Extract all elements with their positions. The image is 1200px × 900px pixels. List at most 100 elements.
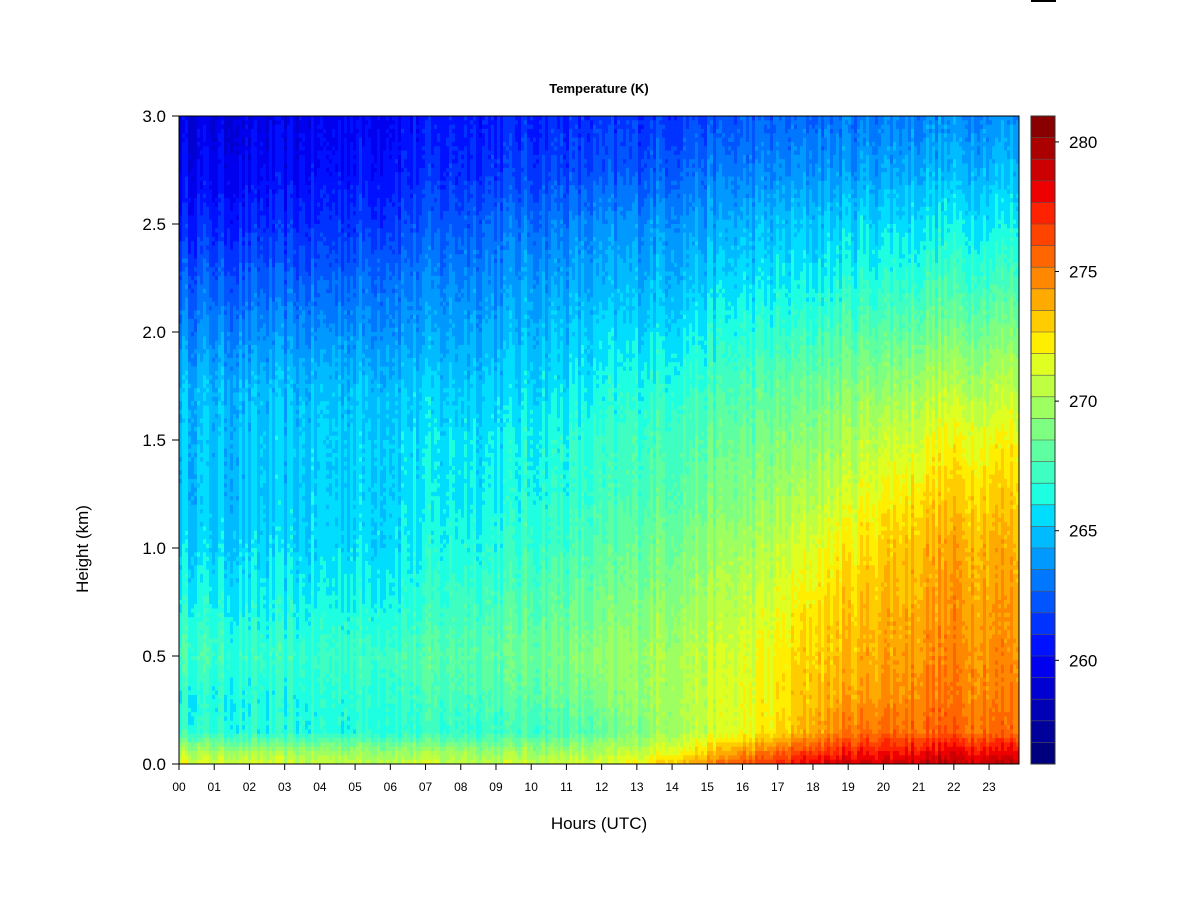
heatmap-cell (278, 198, 281, 203)
heatmap-cell (245, 695, 248, 700)
heatmap-cell (236, 695, 239, 700)
heatmap-cell (191, 237, 194, 242)
heatmap-cell (224, 634, 227, 639)
heatmap-cell (200, 423, 203, 428)
heatmap-cell (260, 289, 263, 294)
heatmap-cell (182, 384, 185, 389)
heatmap-cell (188, 276, 191, 281)
heatmap-cell (257, 215, 260, 220)
heatmap-cell (242, 151, 245, 156)
heatmap-cell (194, 168, 197, 173)
heatmap-cell (200, 634, 203, 639)
heatmap-cell (239, 375, 242, 380)
heatmap-cell (245, 202, 248, 207)
heatmap-cell (203, 397, 206, 402)
heatmap-cell (224, 116, 227, 121)
heatmap-cell (194, 129, 197, 134)
heatmap-cell (254, 488, 257, 493)
heatmap-cell (218, 155, 221, 160)
heatmap-cell (230, 354, 233, 359)
heatmap-cell (182, 414, 185, 419)
heatmap-cell (212, 362, 215, 367)
heatmap-cell (230, 453, 233, 458)
heatmap-cell (218, 233, 221, 238)
heatmap-cell (191, 591, 194, 596)
heatmap-cell (242, 544, 245, 549)
heatmap-cell (260, 392, 263, 397)
heatmap-cell (197, 500, 200, 505)
heatmap-cell (239, 125, 242, 130)
heatmap-cell (245, 449, 248, 454)
heatmap-cell (185, 583, 188, 588)
heatmap-cell (251, 306, 254, 311)
heatmap-cell (224, 233, 227, 238)
heatmap-cell (245, 246, 248, 251)
heatmap-cell (221, 725, 224, 730)
heatmap-cell (188, 513, 191, 518)
heatmap-cell (224, 211, 227, 216)
heatmap-cell (185, 341, 188, 346)
heatmap-cell (194, 159, 197, 164)
heatmap-cell (233, 159, 236, 164)
heatmap-cell (209, 185, 212, 190)
heatmap-cell (200, 129, 203, 134)
heatmap-cell (233, 470, 236, 475)
heatmap-cell (206, 155, 209, 160)
heatmap-cell (194, 721, 197, 726)
heatmap-cell (260, 189, 263, 194)
heatmap-cell (215, 159, 218, 164)
heatmap-cell (200, 479, 203, 484)
heatmap-cell (185, 164, 188, 169)
heatmap-cell (209, 682, 212, 687)
heatmap-cell (230, 276, 233, 281)
heatmap-cell (227, 418, 230, 423)
heatmap-cell (254, 220, 257, 225)
heatmap-cell (254, 483, 257, 488)
heatmap-cell (182, 129, 185, 134)
heatmap-cell (260, 548, 263, 553)
heatmap-cell (260, 202, 263, 207)
heatmap-cell (224, 673, 227, 678)
heatmap-cell (179, 552, 182, 557)
heatmap-cell (188, 315, 191, 320)
heatmap-cell (209, 297, 212, 302)
heatmap-cell (197, 492, 200, 497)
heatmap-cell (182, 228, 185, 233)
heatmap-cell (233, 617, 236, 622)
heatmap-cell (194, 138, 197, 143)
heatmap-cell (203, 129, 206, 134)
heatmap-cell (236, 388, 239, 393)
heatmap-cell (275, 561, 278, 566)
heatmap-cell (272, 531, 275, 536)
heatmap-cell (227, 453, 230, 458)
heatmap-cell (272, 181, 275, 186)
heatmap-cell (188, 539, 191, 544)
heatmap-cell (230, 194, 233, 199)
heatmap-cell (197, 647, 200, 652)
heatmap-cell (269, 526, 272, 531)
heatmap-cell (224, 367, 227, 372)
heatmap-cell (272, 755, 275, 760)
heatmap-cell (269, 289, 272, 294)
heatmap-cell (245, 181, 248, 186)
heatmap-cell (209, 133, 212, 138)
heatmap-cell (266, 531, 269, 536)
heatmap-cell (224, 345, 227, 350)
heatmap-cell (206, 392, 209, 397)
heatmap-cell (182, 233, 185, 238)
heatmap-cell (227, 401, 230, 406)
heatmap-cell (206, 535, 209, 540)
heatmap-cell (272, 142, 275, 147)
heatmap-cell (236, 652, 239, 657)
heatmap-cell (230, 492, 233, 497)
heatmap-cell (239, 708, 242, 713)
heatmap-cell (221, 405, 224, 410)
heatmap-cell (182, 444, 185, 449)
heatmap-cell (194, 133, 197, 138)
heatmap-cell (236, 341, 239, 346)
heatmap-cell (260, 457, 263, 462)
heatmap-cell (197, 336, 200, 341)
heatmap-cell (194, 207, 197, 212)
heatmap-cell (200, 267, 203, 272)
heatmap-cell (275, 725, 278, 730)
